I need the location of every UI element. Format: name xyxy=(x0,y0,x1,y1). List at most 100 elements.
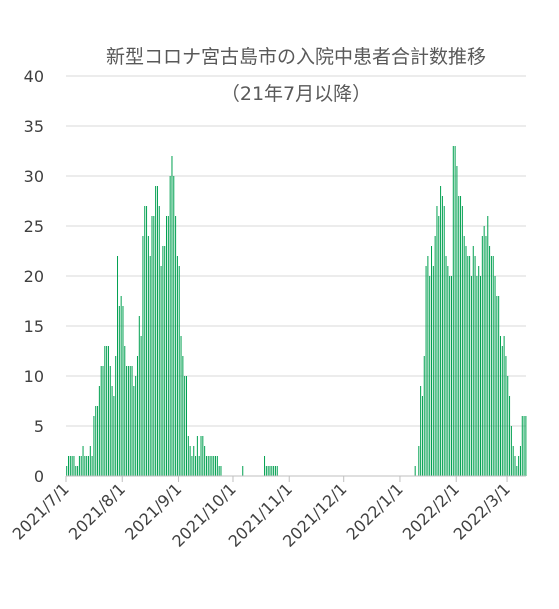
chart-subtitle: （21年7月以降） xyxy=(221,83,371,105)
bar xyxy=(155,186,157,476)
bar xyxy=(512,446,514,476)
bar xyxy=(434,236,436,476)
bar xyxy=(505,356,507,476)
bar xyxy=(80,456,82,476)
bar xyxy=(160,266,162,476)
bar xyxy=(510,426,512,476)
bar xyxy=(519,446,521,476)
bar xyxy=(458,196,460,476)
bar xyxy=(73,456,75,476)
bar xyxy=(153,216,155,476)
bar xyxy=(158,206,160,476)
bar xyxy=(129,366,131,476)
bar xyxy=(440,186,442,476)
bar xyxy=(445,256,447,476)
bar xyxy=(436,206,438,476)
x-tick-label: 2021/8/1 xyxy=(65,479,129,543)
bar xyxy=(420,386,422,476)
bar xyxy=(216,456,218,476)
bar xyxy=(151,216,153,476)
bar xyxy=(140,336,142,476)
bar xyxy=(242,466,244,476)
bar xyxy=(470,276,472,476)
bar xyxy=(167,216,169,476)
y-tick-label: 25 xyxy=(24,217,44,236)
bar xyxy=(213,456,215,476)
bar xyxy=(133,386,135,476)
y-tick-label: 35 xyxy=(24,117,44,136)
bar xyxy=(218,466,220,476)
chart-title: 新型コロナ宮古島市の入院中患者合計数推移 xyxy=(106,46,486,68)
bar xyxy=(429,276,431,476)
bar xyxy=(68,456,70,476)
bar xyxy=(414,466,416,476)
bar xyxy=(518,456,520,476)
bar xyxy=(516,466,518,476)
bar xyxy=(156,186,158,476)
bar xyxy=(191,456,193,476)
bar xyxy=(126,366,128,476)
bar xyxy=(189,446,191,476)
bar xyxy=(273,466,275,476)
bar xyxy=(476,276,478,476)
bar xyxy=(69,456,71,476)
bar xyxy=(127,366,129,476)
bar xyxy=(176,256,178,476)
bar xyxy=(66,466,68,476)
bar xyxy=(271,466,273,476)
bar xyxy=(146,206,148,476)
bar xyxy=(136,356,138,476)
bar xyxy=(87,456,89,476)
bar xyxy=(120,296,122,476)
bar xyxy=(113,396,115,476)
bar xyxy=(220,466,222,476)
x-tick-label: 2022/1/1 xyxy=(343,479,407,543)
x-tick-label: 2021/7/1 xyxy=(9,479,73,543)
bar-series xyxy=(66,146,527,476)
bar xyxy=(267,466,269,476)
bar xyxy=(454,146,456,476)
bar xyxy=(432,266,434,476)
bar xyxy=(441,196,443,476)
bar xyxy=(193,446,195,476)
bar xyxy=(75,466,77,476)
bar xyxy=(93,416,95,476)
bar xyxy=(97,406,99,476)
bar xyxy=(107,346,109,476)
bar xyxy=(82,446,84,476)
bar xyxy=(456,166,458,476)
bar xyxy=(184,376,186,476)
bar xyxy=(209,456,211,476)
bar xyxy=(431,246,433,476)
bar xyxy=(77,466,79,476)
bar xyxy=(507,376,509,476)
bar xyxy=(265,466,267,476)
bar xyxy=(489,246,491,476)
bar xyxy=(443,206,445,476)
bar xyxy=(104,346,106,476)
bar xyxy=(169,176,171,476)
bar xyxy=(509,396,511,476)
bar xyxy=(175,216,177,476)
bar xyxy=(425,266,427,476)
bar xyxy=(196,436,198,476)
bar xyxy=(498,296,500,476)
bar xyxy=(523,416,525,476)
bar xyxy=(423,356,425,476)
bar xyxy=(483,226,485,476)
bar xyxy=(465,246,467,476)
bar xyxy=(438,216,440,476)
bar xyxy=(496,296,498,476)
bar xyxy=(100,366,102,476)
bar xyxy=(276,466,278,476)
bar xyxy=(204,446,206,476)
bar xyxy=(501,346,503,476)
bar xyxy=(198,456,200,476)
bar xyxy=(185,376,187,476)
bar xyxy=(211,456,213,476)
bar xyxy=(427,256,429,476)
bar xyxy=(166,216,168,476)
bar xyxy=(449,276,451,476)
bar xyxy=(474,256,476,476)
bar xyxy=(84,456,86,476)
